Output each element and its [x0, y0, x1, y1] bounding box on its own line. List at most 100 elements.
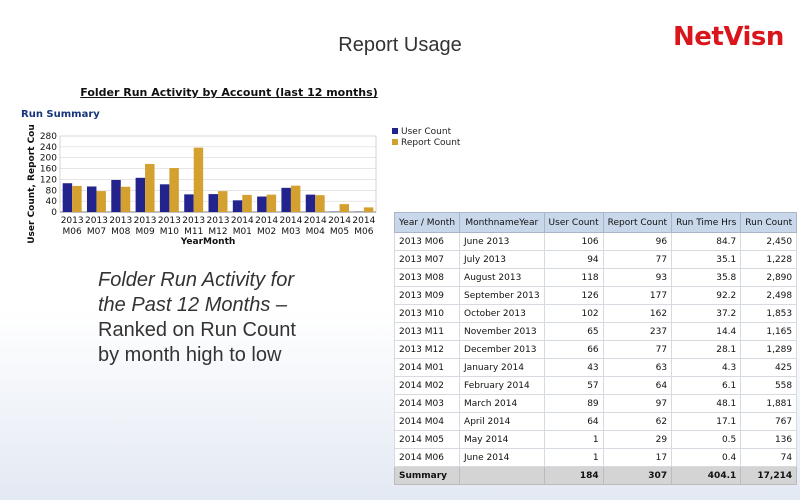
legend-label: User Count [401, 127, 452, 137]
column-header-user-count[interactable]: User Count [543, 212, 604, 233]
y-tick-label: 160 [40, 165, 57, 175]
x-tick-label: 2014 M01 [231, 216, 254, 237]
table-cell: 6.1 [671, 376, 742, 395]
x-tick-label: 2014 M04 [304, 216, 327, 237]
legend-item-report-count[interactable]: Report Count [392, 138, 460, 149]
table-row: 2014 M04 April 2014 64 62 17.1 767 [393, 412, 798, 431]
table-cell: 35.8 [671, 268, 742, 287]
table-cell: 2013 M10 [393, 304, 461, 323]
table-row: 2014 M03 March 2014 89 97 48.1 1,881 [393, 394, 798, 413]
bar-user-count [305, 194, 316, 212]
bar-user-count [232, 200, 243, 212]
table-cell: 2014 M05 [393, 430, 461, 449]
table-cell: 558 [740, 376, 798, 395]
table-cell: 102 [543, 304, 604, 323]
legend-swatch-user-count [392, 128, 398, 134]
bar-report-count [218, 191, 228, 212]
table-cell: June 2013 [459, 232, 545, 251]
table-row: 2013 M10 October 2013 102 162 37.2 1,853 [393, 304, 798, 323]
bar-user-count [135, 177, 146, 212]
table-cell: December 2013 [459, 340, 545, 359]
table-cell: 237 [602, 322, 673, 341]
chart-title: Folder Run Activity by Account (last 12 … [80, 86, 378, 99]
slide-title: Report Usage [338, 34, 462, 56]
table-cell: 28.1 [671, 340, 742, 359]
table-row: 2013 M12 December 2013 66 77 28.1 1,289 [393, 340, 798, 359]
table-cell: June 2014 [459, 448, 545, 467]
summary-cell: 17,214 [740, 466, 798, 485]
table-cell: 1,228 [740, 250, 798, 269]
column-header-year-month[interactable]: Year / Month [393, 212, 461, 233]
bar-user-count [111, 179, 121, 212]
bar-user-count [257, 196, 267, 212]
table-cell: 89 [543, 394, 604, 413]
table-cell: March 2014 [459, 394, 545, 413]
chart-legend: User Count Report Count [392, 127, 460, 149]
table-cell: 136 [740, 430, 798, 449]
table-row: 2013 M06 June 2013 106 96 84.7 2,450 [393, 232, 798, 251]
table-cell: 66 [543, 340, 604, 359]
column-header-run-count[interactable]: Run Count [740, 212, 798, 233]
y-tick-label: 40 [46, 197, 58, 207]
table-cell: 2013 M06 [393, 232, 461, 251]
bar-report-count [339, 204, 350, 212]
table-cell: 64 [543, 412, 604, 431]
table-cell: 118 [543, 268, 604, 287]
y-axis-label: User Count, Report Cou [27, 124, 37, 244]
table-cell: 37.2 [671, 304, 742, 323]
table-cell: February 2014 [459, 376, 545, 395]
summary-cell: 404.1 [671, 466, 742, 485]
table-cell: 97 [602, 394, 673, 413]
table-cell: 425 [740, 358, 798, 377]
x-tick-label: 2013 M06 [61, 216, 84, 237]
column-header-report-count[interactable]: Report Count [602, 212, 673, 233]
table-cell: May 2014 [459, 430, 545, 449]
column-header-run-time-hrs[interactable]: Run Time Hrs [671, 212, 742, 233]
table-cell: 96 [602, 232, 673, 251]
table-row: 2013 M08 August 2013 118 93 35.8 2,890 [393, 268, 798, 287]
legend-item-user-count[interactable]: User Count [392, 127, 460, 138]
table-cell: 92.2 [671, 286, 742, 305]
table-cell: 77 [602, 250, 673, 269]
caption-line: Ranked on Run Count [98, 319, 296, 341]
table-cell: 126 [543, 286, 604, 305]
summary-cell [459, 466, 545, 485]
bar-report-count [290, 185, 301, 212]
table-cell: 2014 M04 [393, 412, 461, 431]
table-cell: 1,881 [740, 394, 798, 413]
table-cell: 64 [602, 376, 673, 395]
table-cell: 2013 M09 [393, 286, 461, 305]
table-cell: 2013 M11 [393, 322, 461, 341]
bar-report-count [145, 163, 155, 212]
column-header-monthname-year[interactable]: MonthnameYear [459, 212, 545, 233]
x-axis-label: YearMonth [180, 237, 236, 247]
x-tick-label: 2013 M10 [158, 216, 181, 237]
chart-subtitle: Run Summary [21, 109, 100, 120]
table-row: 2013 M09 September 2013 126 177 92.2 2,498 [393, 286, 798, 305]
table-cell: 1,165 [740, 322, 798, 341]
table-cell: 2013 M08 [393, 268, 461, 287]
legend-swatch-report-count [392, 139, 398, 145]
table-cell: 62 [602, 412, 673, 431]
summary-cell: 307 [602, 466, 673, 485]
bar-report-count [266, 194, 277, 212]
table-cell: 84.7 [671, 232, 742, 251]
x-tick-label: 2013 M08 [109, 216, 132, 237]
legend-label: Report Count [401, 138, 461, 148]
table-cell: September 2013 [459, 286, 545, 305]
table-cell: 65 [543, 322, 604, 341]
table-cell: 94 [543, 250, 604, 269]
table-cell: 48.1 [671, 394, 742, 413]
x-tick-label: 2014 M03 [279, 216, 302, 237]
table-cell: 35.1 [671, 250, 742, 269]
summary-cell: Summary [393, 466, 461, 485]
bar-report-count [96, 191, 106, 212]
bar-user-count [86, 186, 97, 212]
summary-cell: 184 [543, 466, 604, 485]
bar-user-count [281, 187, 291, 212]
table-cell: 0.4 [671, 448, 742, 467]
y-tick-label: 280 [40, 132, 57, 142]
table-cell: July 2013 [459, 250, 545, 269]
summary-row: Summary 184 307 404.1 17,214 [393, 466, 798, 485]
table-cell: 14.4 [671, 322, 742, 341]
